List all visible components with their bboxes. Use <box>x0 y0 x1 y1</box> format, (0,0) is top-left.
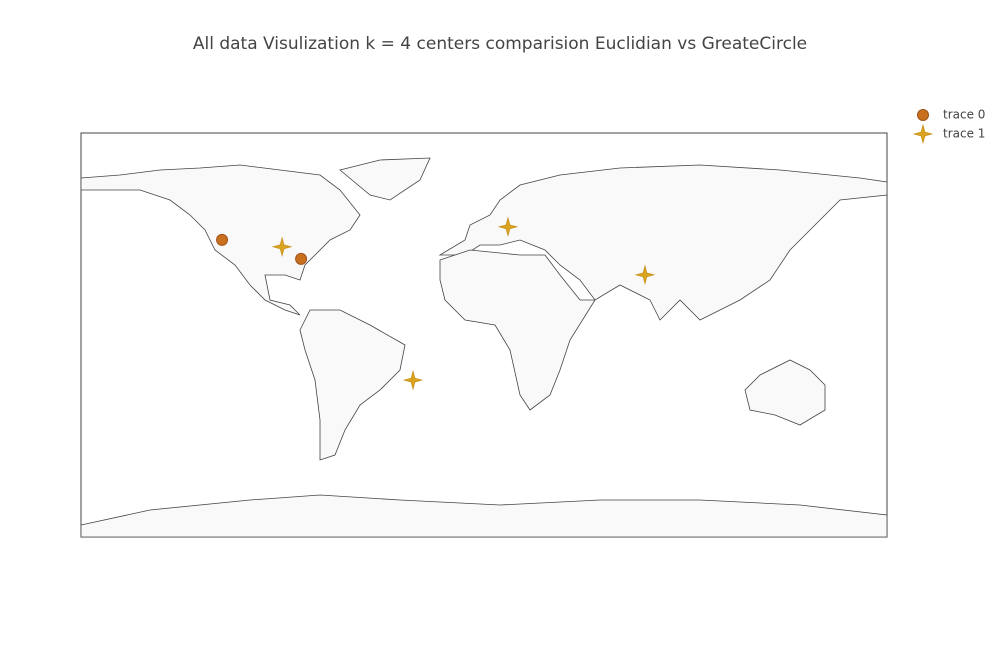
star-marker <box>271 236 293 258</box>
legend-symbol <box>912 123 934 145</box>
south-america <box>299 309 406 461</box>
eurasia <box>438 164 888 321</box>
antarctica <box>80 494 888 538</box>
legend-label: trace 0 <box>943 108 985 122</box>
chart-title: All data Visulization k = 4 centers comp… <box>193 34 807 54</box>
africa <box>439 249 596 411</box>
star-marker <box>402 369 424 391</box>
star-marker <box>497 216 519 238</box>
greenland <box>339 157 431 201</box>
legend-symbol <box>917 109 929 121</box>
circle-marker <box>295 252 308 265</box>
australia <box>744 359 826 426</box>
circle-marker <box>216 233 229 246</box>
star-marker <box>634 264 656 286</box>
map <box>80 132 888 538</box>
legend-label: trace 1 <box>943 127 985 141</box>
